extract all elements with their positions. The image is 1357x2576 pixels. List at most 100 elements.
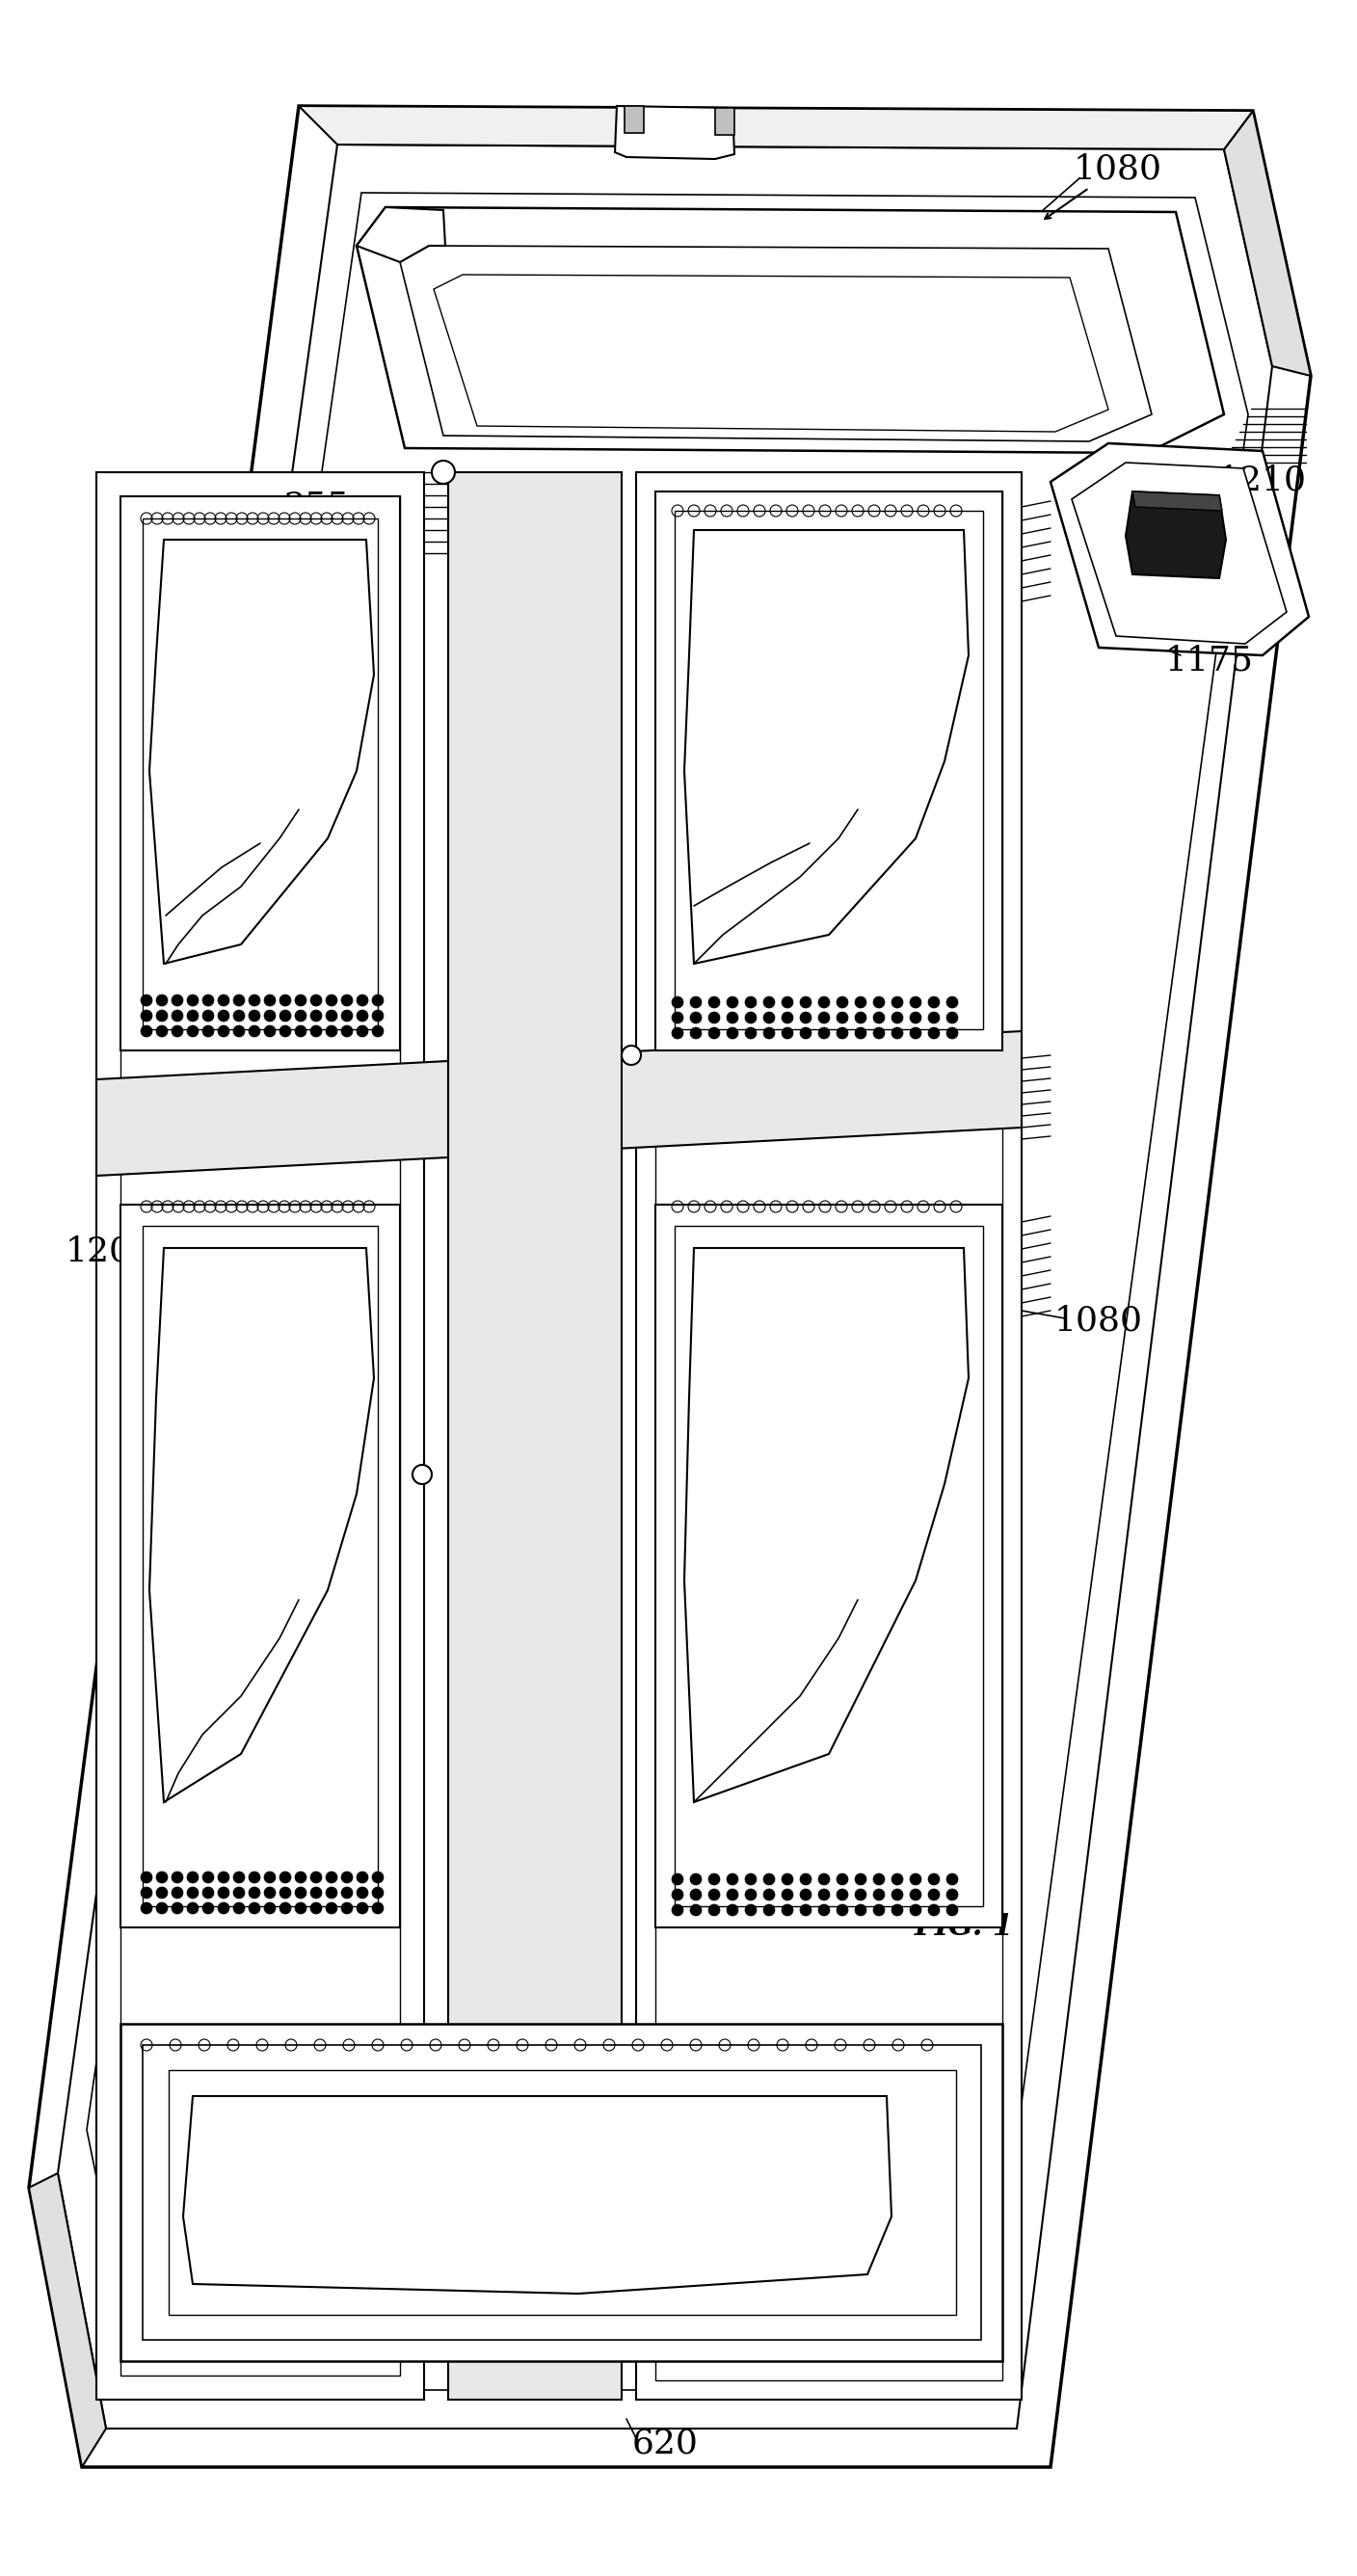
Circle shape: [311, 994, 322, 1007]
Polygon shape: [684, 1247, 969, 1803]
Circle shape: [928, 1904, 939, 1917]
Circle shape: [202, 1025, 214, 1038]
Text: FIG. 1: FIG. 1: [915, 1911, 1014, 1942]
Circle shape: [341, 1010, 353, 1023]
Circle shape: [141, 994, 152, 1007]
Circle shape: [311, 1888, 322, 1899]
Circle shape: [141, 1873, 152, 1883]
Circle shape: [372, 994, 384, 1007]
Circle shape: [187, 1888, 198, 1899]
Circle shape: [265, 1010, 275, 1023]
Circle shape: [156, 1010, 168, 1023]
Circle shape: [171, 1873, 183, 1883]
Circle shape: [341, 1888, 353, 1899]
Circle shape: [141, 1010, 152, 1023]
Circle shape: [909, 1012, 921, 1023]
Polygon shape: [299, 106, 1253, 149]
Polygon shape: [142, 518, 377, 1030]
Circle shape: [187, 1873, 198, 1883]
Circle shape: [357, 1010, 368, 1023]
Circle shape: [818, 1904, 830, 1917]
Circle shape: [836, 1873, 848, 1886]
Circle shape: [413, 1466, 432, 1484]
Circle shape: [873, 1888, 885, 1901]
Polygon shape: [357, 206, 1224, 453]
Circle shape: [892, 1012, 902, 1023]
Circle shape: [818, 997, 830, 1007]
Circle shape: [265, 1901, 275, 1914]
Text: 750: 750: [718, 1463, 784, 1497]
Circle shape: [727, 997, 738, 1007]
Circle shape: [928, 997, 939, 1007]
Circle shape: [248, 1873, 261, 1883]
Polygon shape: [655, 492, 1003, 1051]
Polygon shape: [1133, 492, 1223, 510]
Circle shape: [265, 1025, 275, 1038]
Circle shape: [372, 1888, 384, 1899]
Circle shape: [691, 1904, 702, 1917]
Circle shape: [233, 1010, 244, 1023]
Circle shape: [326, 994, 338, 1007]
Polygon shape: [1224, 111, 1311, 376]
Polygon shape: [655, 1206, 1003, 1927]
Circle shape: [745, 1012, 757, 1023]
Circle shape: [248, 994, 261, 1007]
Circle shape: [672, 1012, 684, 1023]
Circle shape: [233, 1873, 244, 1883]
Circle shape: [745, 997, 757, 1007]
Circle shape: [727, 1873, 738, 1886]
Circle shape: [799, 1888, 811, 1901]
Text: 120: 120: [65, 1234, 132, 1267]
Circle shape: [708, 1888, 721, 1901]
Circle shape: [873, 997, 885, 1007]
Circle shape: [341, 994, 353, 1007]
Circle shape: [187, 1901, 198, 1914]
Circle shape: [672, 997, 684, 1007]
Polygon shape: [674, 510, 982, 1030]
Circle shape: [691, 1888, 702, 1901]
Polygon shape: [121, 1206, 400, 1927]
Circle shape: [357, 1888, 368, 1899]
Circle shape: [294, 1025, 307, 1038]
Circle shape: [836, 1012, 848, 1023]
Polygon shape: [28, 2174, 106, 2468]
Circle shape: [909, 1888, 921, 1901]
Circle shape: [372, 1901, 384, 1914]
Circle shape: [171, 1025, 183, 1038]
Circle shape: [294, 1901, 307, 1914]
Circle shape: [326, 1901, 338, 1914]
Circle shape: [727, 1904, 738, 1917]
Circle shape: [873, 1873, 885, 1886]
Circle shape: [799, 997, 811, 1007]
Polygon shape: [121, 497, 400, 2375]
Circle shape: [836, 1888, 848, 1901]
Circle shape: [280, 1025, 290, 1038]
Circle shape: [782, 1904, 794, 1917]
Polygon shape: [1126, 492, 1225, 577]
Circle shape: [745, 1904, 757, 1917]
Circle shape: [946, 997, 958, 1007]
Circle shape: [708, 997, 721, 1007]
Circle shape: [727, 1888, 738, 1901]
Text: 830: 830: [854, 1878, 920, 1909]
Circle shape: [280, 1873, 290, 1883]
Circle shape: [218, 994, 229, 1007]
Polygon shape: [96, 1030, 1022, 1175]
Circle shape: [294, 1010, 307, 1023]
Circle shape: [763, 1012, 775, 1023]
Circle shape: [233, 1025, 244, 1038]
Text: 620: 620: [632, 2427, 699, 2460]
Polygon shape: [684, 531, 969, 963]
Circle shape: [818, 1028, 830, 1038]
Circle shape: [171, 1901, 183, 1914]
Circle shape: [708, 1012, 721, 1023]
Circle shape: [745, 1028, 757, 1038]
Circle shape: [782, 1012, 794, 1023]
Circle shape: [265, 1873, 275, 1883]
Polygon shape: [28, 106, 1311, 2468]
Circle shape: [265, 1888, 275, 1899]
Circle shape: [799, 1012, 811, 1023]
Circle shape: [156, 1025, 168, 1038]
Circle shape: [156, 1888, 168, 1899]
Circle shape: [280, 1901, 290, 1914]
